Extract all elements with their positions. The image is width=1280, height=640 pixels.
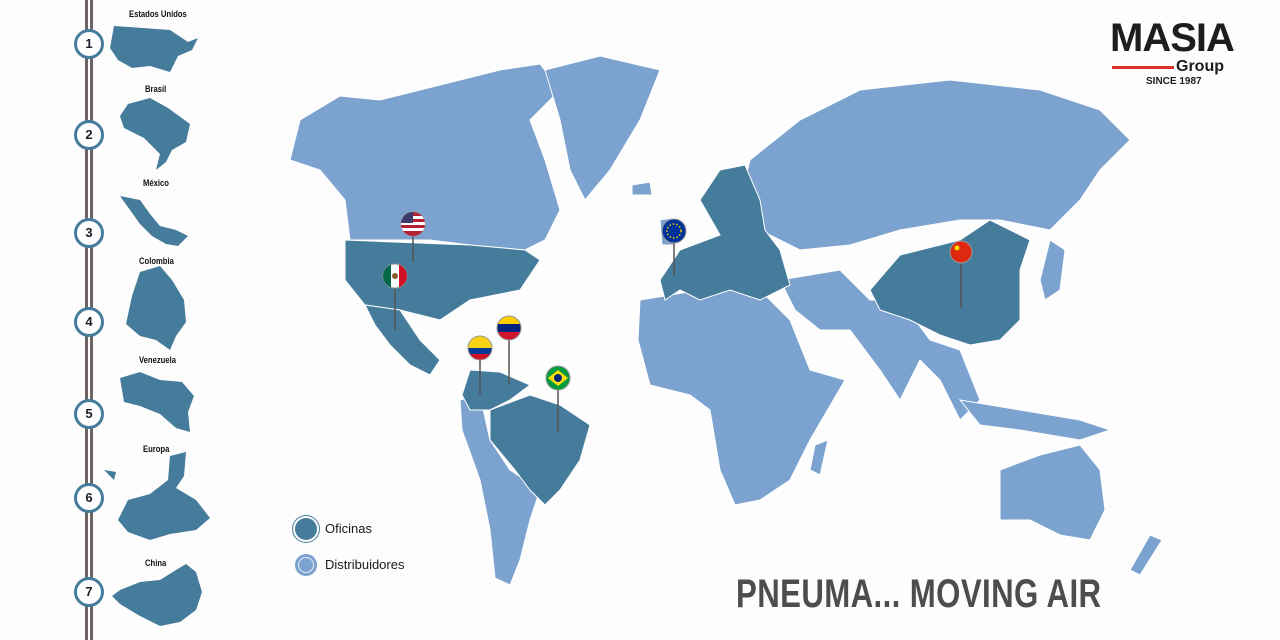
mexico-office-region [364,304,441,376]
logo-group-text: Group [1176,58,1224,75]
label-venezuela: Venezuela [139,355,177,365]
greenland [544,55,661,201]
china-flag-icon [949,240,973,264]
colombia-venezuela-office-region [461,369,531,411]
legend-offices-label: Oficinas [325,521,372,536]
logo-red-line [1112,66,1174,69]
iceland [631,181,653,196]
colombia-silhouette [126,266,186,350]
europe-office-region [659,164,791,301]
venezuela-flag-icon [497,316,521,340]
china-silhouette [112,564,202,626]
legend-distributors-label: Distribuidores [325,557,405,572]
pin-brazil[interactable] [545,365,571,432]
usa-office-region [344,239,541,321]
label-europa: Europa [143,444,170,454]
label-china: China [145,558,167,568]
offices-swatch-icon [295,518,317,540]
step-3-badge: 3 [74,218,104,248]
pin-colombia[interactable] [467,335,493,395]
mexico-silhouette [120,196,188,246]
eu-flag-icon [661,218,687,244]
mexico-flag-icon [382,263,408,289]
colombia-flag-icon [468,336,492,360]
step-6-badge: 6 [74,483,104,513]
label-estados-unidos: Estados Unidos [129,9,187,19]
distributors-swatch-icon [295,554,317,576]
japan [1039,239,1066,301]
australia [999,444,1106,541]
russia-asia [739,79,1131,251]
pin-usa[interactable] [400,211,426,262]
step-7-badge: 7 [74,577,104,607]
pin-venezuela[interactable] [496,315,522,385]
step-5-badge: 5 [74,399,104,429]
pin-mexico[interactable] [382,263,408,330]
north-america-distributor-region [289,63,561,251]
brazil-flag-icon [545,365,571,391]
label-mexico: México [143,178,169,188]
logo-since: SINCE 1987 [1146,76,1202,87]
new-zealand [1129,534,1163,576]
us-flag-icon [400,211,426,237]
step-2-badge: 2 [74,120,104,150]
pin-europe[interactable] [661,218,687,275]
brazil-office-region [489,394,591,506]
step-1-badge: 1 [74,29,104,59]
label-colombia: Colombia [139,256,174,266]
logo-name: MASIA [1110,16,1235,60]
southeast-asia-islands [958,399,1112,441]
pin-china[interactable] [949,240,973,308]
step-4-badge: 4 [74,307,104,337]
china-office-region [869,219,1031,346]
label-brasil: Brasil [145,84,167,94]
slogan: PNEUMA... MOVING AIR [736,572,1102,616]
masia-group-logo: MASIA Group SINCE 1987 [1110,18,1250,88]
brazil-silhouette [120,98,190,170]
africa [637,289,846,506]
europe-silhouette [104,452,210,540]
usa-silhouette [110,26,198,72]
venezuela-silhouette [120,372,194,432]
madagascar [809,439,829,476]
